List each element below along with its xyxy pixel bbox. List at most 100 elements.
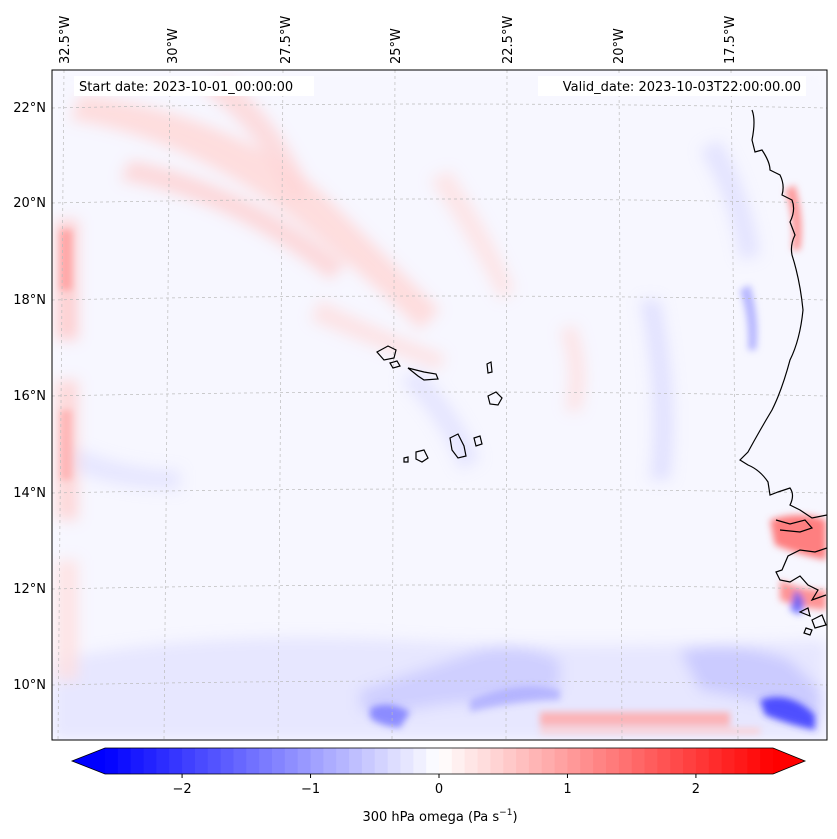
colorbar-step xyxy=(734,748,748,774)
colorbar-step xyxy=(516,748,530,774)
meridian xyxy=(277,70,284,740)
colorbar-step xyxy=(618,748,633,774)
valid-date-text: Valid_date: 2023-10-03T22:00:00.00 xyxy=(563,80,801,95)
colorbar-step xyxy=(747,748,761,774)
colorbar-step xyxy=(349,748,363,774)
colorbar-step xyxy=(284,748,299,774)
omega-field xyxy=(52,70,827,740)
parallel xyxy=(52,103,827,109)
colorbar-step xyxy=(451,748,466,774)
parallel xyxy=(52,198,827,204)
colorbar-step xyxy=(323,748,337,774)
colorbar-step xyxy=(670,748,684,774)
latitude-labels: 22°N 20°N 18°N 16°N 14°N 12°N 10°N xyxy=(13,101,46,693)
colorbar-outline xyxy=(70,747,807,775)
colorbar-step xyxy=(464,748,479,774)
parallel xyxy=(52,584,827,590)
colorbar-ticks: −2 −1 0 1 2 xyxy=(172,774,700,797)
colorbar-tick-label: 1 xyxy=(563,782,571,797)
start-date-text: Start date: 2023-10-01_00:00:00 xyxy=(79,80,293,95)
island-sao-nicolau xyxy=(407,367,439,381)
colorbar-step xyxy=(143,748,157,774)
map-border xyxy=(51,69,828,741)
start-date-box xyxy=(74,76,314,96)
date-annotations: Start date: 2023-10-01_00:00:00 Valid_da… xyxy=(74,76,806,96)
guinea-bissau-islands xyxy=(798,607,827,636)
colorbar-step xyxy=(297,748,312,774)
island-boa-vista xyxy=(487,391,503,406)
colorbar-label-main: 300 hPa omega (Pa s xyxy=(362,810,499,825)
colorbar-step xyxy=(644,748,658,774)
colorbar-step xyxy=(246,748,260,774)
colorbar-step xyxy=(207,748,222,774)
meridian xyxy=(618,70,623,740)
colorbar-step xyxy=(374,748,389,774)
meridian xyxy=(730,70,739,740)
island-sal xyxy=(486,361,493,374)
lat-label: 16°N xyxy=(13,389,46,404)
colorbar-step xyxy=(695,748,710,774)
colorbar-step xyxy=(361,748,376,774)
colorbar-step xyxy=(259,748,273,774)
lat-label: 22°N xyxy=(13,101,46,116)
colorbar-step xyxy=(220,748,235,774)
colorbar-step xyxy=(426,748,440,774)
parallel xyxy=(52,488,827,494)
lat-label: 18°N xyxy=(13,293,46,308)
colorbar-step xyxy=(490,748,504,774)
colorbar-step xyxy=(503,748,517,774)
colorbar-step xyxy=(272,748,286,774)
parallel xyxy=(52,391,827,397)
lon-label: 30°W xyxy=(166,28,181,64)
africa-coastline xyxy=(739,109,827,519)
colorbar-step xyxy=(156,748,170,774)
island-brava xyxy=(403,456,409,463)
colorbar-max-extend xyxy=(773,748,805,774)
colorbar-step xyxy=(400,748,414,774)
colorbar: −2 −1 0 1 2 300 hPa omega (Pa s−1) xyxy=(70,747,807,825)
meridian xyxy=(391,70,396,740)
colorbar-step xyxy=(413,748,427,774)
colorbar-step xyxy=(606,748,620,774)
colorbar-min-extend xyxy=(72,748,105,774)
colorbar-step xyxy=(528,748,543,774)
colorbar-step xyxy=(631,748,646,774)
lon-label: 32.5°W xyxy=(58,16,73,64)
meridian xyxy=(505,70,508,740)
colorbar-label-exponent: −1 xyxy=(499,808,512,818)
colorbar-step xyxy=(541,748,556,774)
colorbar-step xyxy=(657,748,671,774)
colorbar-step xyxy=(117,748,132,774)
lon-label: 20°W xyxy=(612,28,627,64)
lat-label: 10°N xyxy=(13,678,46,693)
gambia-coast xyxy=(775,519,814,533)
colorbar-steps xyxy=(105,748,774,774)
colorbar-step xyxy=(130,748,145,774)
colorbar-step xyxy=(708,748,723,774)
colorbar-step xyxy=(336,748,350,774)
parallel xyxy=(52,680,827,686)
colorbar-tick-label: 2 xyxy=(692,782,700,797)
colorbar-label: 300 hPa omega (Pa s−1) xyxy=(362,808,517,825)
lat-label: 14°N xyxy=(13,486,46,501)
island-santiago xyxy=(449,433,467,459)
colorbar-step xyxy=(439,748,453,774)
colorbar-step xyxy=(387,748,402,774)
lon-label: 27.5°W xyxy=(279,16,294,64)
africa-coastline xyxy=(775,547,827,602)
lat-label: 12°N xyxy=(13,582,46,597)
colorbar-step xyxy=(169,748,183,774)
island-fogo xyxy=(415,449,429,463)
island-sao-vicente xyxy=(389,360,401,369)
colorbar-label-end: ) xyxy=(512,810,517,825)
graticule xyxy=(52,70,827,740)
lat-label: 20°N xyxy=(13,196,46,211)
meridian xyxy=(57,70,65,740)
colorbar-step xyxy=(683,748,697,774)
parallel xyxy=(52,295,827,301)
colorbar-step xyxy=(194,748,209,774)
colorbar-step xyxy=(593,748,607,774)
coastlines xyxy=(376,109,827,636)
colorbar-step xyxy=(554,748,569,774)
colorbar-step xyxy=(477,748,491,774)
